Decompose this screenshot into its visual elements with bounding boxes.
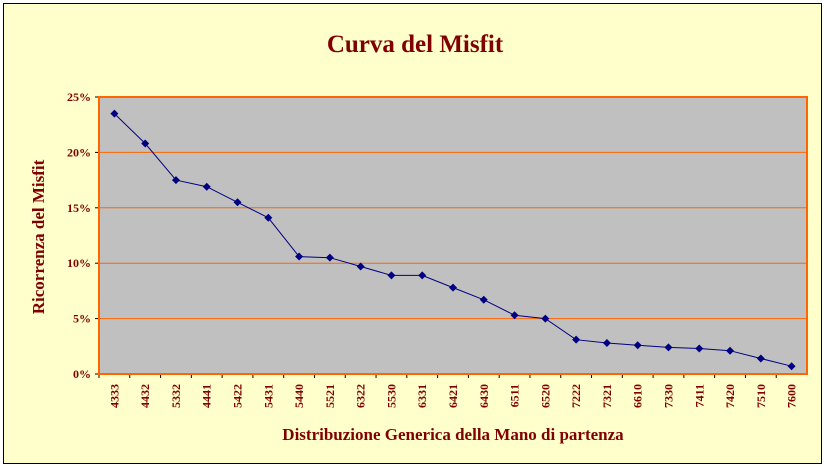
y-tick-label: 5% bbox=[73, 312, 91, 326]
x-tick-label: 6322 bbox=[354, 384, 368, 408]
x-tick-label: 7222 bbox=[569, 384, 583, 408]
y-axis-title: Ricorrenza del Misfit bbox=[29, 159, 48, 314]
data-point bbox=[110, 109, 119, 118]
x-tick-label: 5332 bbox=[169, 384, 183, 408]
data-point bbox=[726, 346, 735, 355]
x-tick-label: 6331 bbox=[415, 384, 429, 408]
x-tick-label: 6511 bbox=[508, 384, 522, 407]
plot-area bbox=[99, 97, 807, 374]
x-tick-label: 6520 bbox=[538, 384, 552, 408]
data-point bbox=[787, 362, 796, 371]
data-point bbox=[449, 283, 457, 292]
data-point bbox=[171, 176, 180, 185]
data-point bbox=[756, 354, 765, 363]
x-tick-label: 7330 bbox=[661, 384, 675, 408]
data-point bbox=[356, 262, 365, 271]
x-tick-label: 4333 bbox=[107, 384, 121, 408]
y-tick-label: 25% bbox=[67, 90, 91, 104]
data-point bbox=[295, 252, 304, 261]
x-tick-label: 7510 bbox=[754, 384, 768, 408]
data-point bbox=[695, 344, 704, 353]
x-tick-label: 7411 bbox=[692, 384, 706, 407]
data-point bbox=[602, 338, 611, 347]
x-tick-label: 4441 bbox=[200, 384, 214, 408]
x-tick-label: 7321 bbox=[600, 384, 614, 408]
plot-border bbox=[98, 96, 808, 375]
data-point bbox=[572, 335, 581, 344]
data-point bbox=[141, 139, 150, 148]
x-tick-label: 6421 bbox=[446, 384, 460, 408]
x-tick-label: 6430 bbox=[477, 384, 491, 408]
data-point bbox=[202, 182, 211, 191]
data-point bbox=[325, 253, 334, 262]
series-points bbox=[110, 109, 796, 371]
data-point bbox=[664, 343, 673, 352]
y-tick-label: 20% bbox=[67, 145, 91, 159]
x-tick-label: 7600 bbox=[785, 384, 799, 408]
x-tick-label: 7420 bbox=[723, 384, 737, 408]
data-point bbox=[633, 341, 642, 350]
x-tick-label: 5440 bbox=[292, 384, 306, 408]
x-tick-label: 5530 bbox=[384, 384, 398, 408]
y-tick-label: 10% bbox=[67, 256, 91, 270]
x-tick-label: 5422 bbox=[231, 384, 245, 408]
chart-title: Curva del Misfit bbox=[327, 31, 504, 58]
y-tick-label: 15% bbox=[67, 201, 91, 215]
data-point bbox=[510, 311, 519, 320]
x-tick-label: 6610 bbox=[631, 384, 645, 408]
data-point bbox=[387, 271, 396, 280]
data-point bbox=[479, 295, 488, 304]
y-axis-ticks: 0% 5% 10% 15% 20% 25% bbox=[67, 90, 99, 381]
x-tick-label: 5431 bbox=[261, 384, 275, 408]
data-point bbox=[541, 314, 550, 323]
x-axis-title: Distribuzione Generica della Mano di par… bbox=[282, 425, 624, 444]
x-tick-label: 4432 bbox=[138, 384, 152, 408]
data-point bbox=[233, 198, 242, 207]
x-axis-ticks: 4333 4432 5332 4441 5422 5431 5440 5521 6322 5530… bbox=[98, 374, 799, 408]
gridlines bbox=[99, 151, 807, 320]
y-tick-label: 0% bbox=[73, 367, 91, 381]
x-tick-label: 5521 bbox=[323, 384, 337, 408]
data-point bbox=[264, 213, 273, 222]
data-point bbox=[418, 271, 427, 280]
